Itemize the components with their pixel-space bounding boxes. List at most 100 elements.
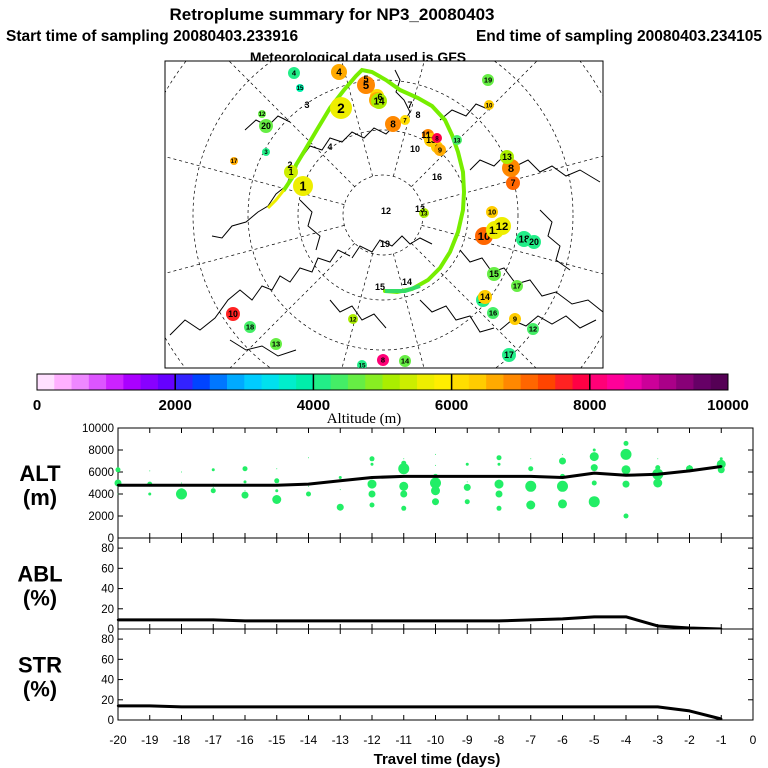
altitude-scatter-point [176, 488, 187, 500]
x-tick-label: -8 [494, 733, 505, 747]
plume-cluster: 9 [509, 313, 521, 325]
plume-cluster: 12 [493, 217, 511, 235]
track-day-label: 4 [327, 142, 332, 152]
colorbar-swatch [347, 374, 366, 390]
cluster-dot [377, 354, 389, 366]
plume-cluster: 8 [385, 116, 401, 132]
cluster-day-label: 12 [350, 316, 357, 323]
plume-cluster: 10 [484, 100, 494, 110]
series-point [529, 618, 532, 622]
colorbar-swatch [399, 374, 418, 390]
series-line [118, 704, 722, 721]
series-point [370, 476, 374, 479]
series-point [307, 705, 310, 709]
series-point [339, 479, 342, 482]
cluster-dot [385, 116, 401, 132]
series-point [180, 618, 183, 622]
colorbar-swatch [123, 374, 142, 390]
y-tick-label: 4000 [88, 489, 114, 501]
series-point [243, 484, 247, 487]
plume-cluster: 10 [226, 307, 240, 321]
coastline [351, 235, 433, 259]
colorbar-swatch [278, 374, 297, 390]
series-point [307, 482, 310, 486]
colorbar-swatch [503, 374, 522, 390]
cluster-dot [331, 64, 347, 80]
colorbar-swatch [330, 374, 349, 390]
cluster-dot [482, 74, 494, 86]
cluster-day-label: 17 [231, 159, 238, 165]
cluster-day-label: 10 [486, 102, 493, 109]
track-day-label: 2 [287, 160, 292, 170]
plume-cluster: 17 [230, 157, 238, 165]
altitude-scatter-point [274, 478, 280, 484]
cluster-day-label: 10 [228, 309, 238, 319]
altitude-scatter-point [653, 478, 663, 488]
plume-cluster: 20 [259, 119, 273, 133]
series-point [720, 717, 723, 721]
altitude-scatter-point [370, 462, 374, 466]
cluster-day-label: 18 [246, 323, 254, 332]
altitude-scatter-point [149, 470, 151, 472]
plume-cluster: 15 [296, 84, 304, 92]
y-tick-label: 6000 [88, 467, 114, 479]
plume-cluster: 10 [486, 206, 498, 218]
series-point [593, 705, 596, 709]
colorbar-tick-label: 8000 [573, 397, 606, 414]
x-tick-label: 0 [750, 733, 757, 747]
track-day-label: 11 [421, 130, 431, 140]
meridian-line [393, 253, 425, 368]
altitude-scatter-point [430, 477, 441, 489]
meridian-line [341, 253, 373, 368]
series-point [339, 705, 342, 709]
altitude-scatter-point [181, 482, 182, 484]
colorbar-swatch [451, 374, 470, 390]
altitude-scatter-point [528, 466, 534, 472]
x-tick-label: -17 [205, 733, 223, 747]
colorbar-swatch [313, 374, 332, 390]
plume-cluster: 13 [270, 338, 282, 350]
y-tick-label: 40 [101, 675, 114, 687]
altitude-scatter-point [368, 490, 376, 498]
cluster-dot [419, 208, 429, 218]
series-point [434, 705, 437, 709]
plume-cluster: 13 [452, 135, 462, 145]
cluster-day-label: 3 [264, 150, 268, 156]
series-point [370, 619, 374, 623]
cluster-day-label: 13 [426, 135, 436, 145]
start-time-label: Start time of sampling 20080403.233916 [6, 28, 298, 45]
latitude-circle [297, 129, 469, 301]
colorbar-swatch [710, 374, 729, 390]
cluster-dot [509, 313, 521, 325]
cluster-dot [452, 135, 462, 145]
panel-frame [117, 628, 754, 721]
altitude-scatter-point [496, 455, 502, 461]
altitude-scatter-point [497, 462, 501, 466]
altitude-scatter-point [244, 490, 246, 492]
x-axis-label: Travel time (days) [374, 751, 501, 768]
abl-panel: 0 20 40 60 80 ABL(%) [17, 537, 754, 636]
x-tick-label: -5 [589, 733, 600, 747]
altitude-scatter-point [272, 495, 282, 504]
coastline [539, 209, 571, 271]
cluster-dot [293, 176, 313, 196]
cluster-day-label: 13 [272, 340, 280, 349]
plume-cluster: 20 [527, 235, 541, 249]
cluster-day-label: 14 [480, 292, 490, 302]
altitude-scatter-point [431, 486, 440, 496]
coastline [459, 249, 603, 313]
plume-cluster: 7 [400, 115, 410, 125]
cluster-day-label: 1 [300, 180, 307, 194]
colorbar-swatch [37, 374, 55, 390]
series-point [434, 475, 437, 478]
altitude-scatter-point [620, 448, 632, 460]
series-point [275, 484, 278, 487]
series-point [275, 705, 278, 709]
colorbar-swatch [209, 374, 228, 390]
cluster-day-label: 8 [381, 356, 385, 365]
cluster-dot [487, 267, 501, 281]
cluster-dot [357, 76, 375, 94]
series-point [720, 465, 723, 468]
series-point [243, 705, 247, 709]
plume-cluster: 14 [478, 290, 492, 304]
